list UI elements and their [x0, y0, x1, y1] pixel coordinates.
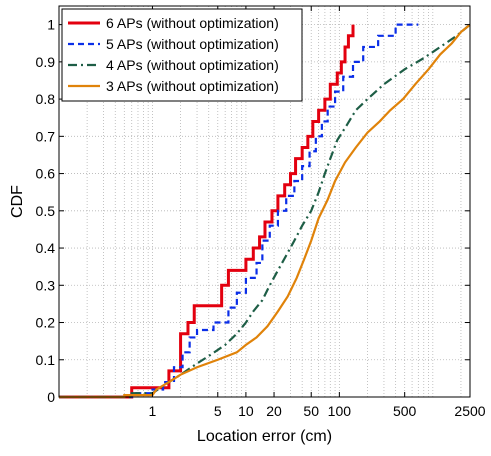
x-tick-label: 10 [238, 403, 254, 419]
y-tick-label: 0.3 [36, 277, 56, 293]
x-tick-label: 50 [303, 403, 319, 419]
series-line-4 [59, 23, 471, 399]
legend-label-3: 4 APs (without optimization) [106, 57, 279, 73]
y-tick-label: 0.2 [36, 315, 56, 331]
y-tick-label: 0.4 [36, 240, 56, 256]
x-tick-label: 500 [393, 403, 417, 419]
series-line-1 [59, 24, 355, 399]
legend-label-4: 3 APs (without optimization) [106, 78, 279, 94]
legend-label-2: 5 APs (without optimization) [106, 36, 279, 52]
y-tick-label: 0.6 [36, 166, 56, 182]
legend-box [61, 8, 303, 102]
y-tick-label: 0.1 [36, 352, 56, 368]
plot-frame [58, 5, 471, 398]
y-tick-label: 0.7 [36, 128, 56, 144]
x-tick-label: 2500 [454, 403, 485, 419]
x-tick-label: 100 [328, 403, 352, 419]
x-tick-label: 1 [149, 403, 157, 419]
y-tick-label: 1 [47, 17, 55, 33]
grid [59, 6, 470, 397]
x-tick-label: 20 [266, 403, 282, 419]
y-tick-label: 0.8 [36, 91, 56, 107]
legend-label-1: 6 APs (without optimization) [106, 15, 279, 31]
legend: 6 APs (without optimization) 5 APs (witho… [61, 8, 303, 102]
y-tick-label: 0 [47, 389, 55, 405]
series-line-2 [59, 23, 419, 399]
y-axis-label: CDF [9, 185, 26, 218]
x-axis-label: Location error (cm) [197, 428, 332, 445]
axis-ticks: 1 5 10 20 50 100 500 2500 0 0.1 0.2 0.3 0.4 0.5 0.6 0.7… [36, 6, 486, 419]
y-tick-label: 0.9 [36, 54, 56, 70]
y-tick-label: 0.5 [36, 203, 56, 219]
x-tick-label: 5 [214, 403, 222, 419]
series-lines [59, 23, 471, 399]
